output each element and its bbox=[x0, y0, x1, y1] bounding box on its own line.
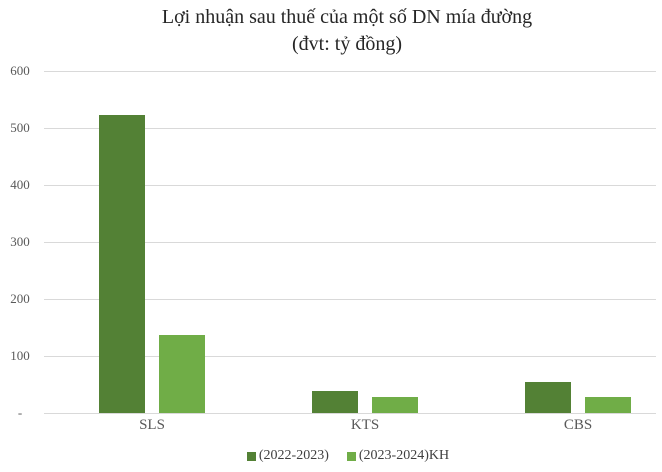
bar-SLS-2022-2023 bbox=[99, 115, 145, 413]
x-category-label-SLS: SLS bbox=[139, 417, 165, 433]
legend: (2022-2023) (2023-2024)KH bbox=[0, 448, 662, 464]
y-tick-label: 200 bbox=[10, 291, 30, 306]
y-tick-label: 600 bbox=[10, 63, 30, 78]
bar-CBS-2023-2024KH bbox=[585, 397, 631, 413]
legend-label: (2023-2024)KH bbox=[358, 448, 450, 463]
chart-title: Lợi nhuận sau thuế của một số DN mía đườ… bbox=[161, 6, 533, 28]
x-category-label-KTS: KTS bbox=[350, 417, 380, 433]
gridline bbox=[44, 356, 656, 357]
gridline bbox=[44, 185, 656, 186]
bar-SLS-2023-2024KH bbox=[159, 335, 205, 413]
legend-item: (2023-2024)KH bbox=[346, 448, 450, 464]
legend-item: (2022-2023) bbox=[246, 448, 329, 464]
y-tick-label: - bbox=[17, 405, 23, 420]
legend-swatch bbox=[246, 451, 256, 461]
x-category-label-CBS: CBS bbox=[563, 417, 593, 433]
y-tick-label: 400 bbox=[10, 177, 30, 192]
chart-subtitle: (đvt: tỷ đồng) bbox=[292, 33, 402, 55]
gridline bbox=[44, 299, 656, 300]
y-tick-label: 500 bbox=[10, 120, 30, 135]
legend-swatch bbox=[346, 451, 356, 461]
bar-KTS-2023-2024KH bbox=[372, 397, 418, 413]
gridline bbox=[44, 71, 656, 72]
gridline bbox=[44, 413, 656, 414]
gridline bbox=[44, 128, 656, 129]
bar-KTS-2022-2023 bbox=[312, 391, 358, 413]
legend-label: (2022-2023) bbox=[258, 448, 329, 463]
y-tick-label: 300 bbox=[10, 234, 30, 249]
y-tick-label: 100 bbox=[10, 348, 30, 363]
bar-CBS-2022-2023 bbox=[525, 382, 571, 413]
gridline bbox=[44, 242, 656, 243]
